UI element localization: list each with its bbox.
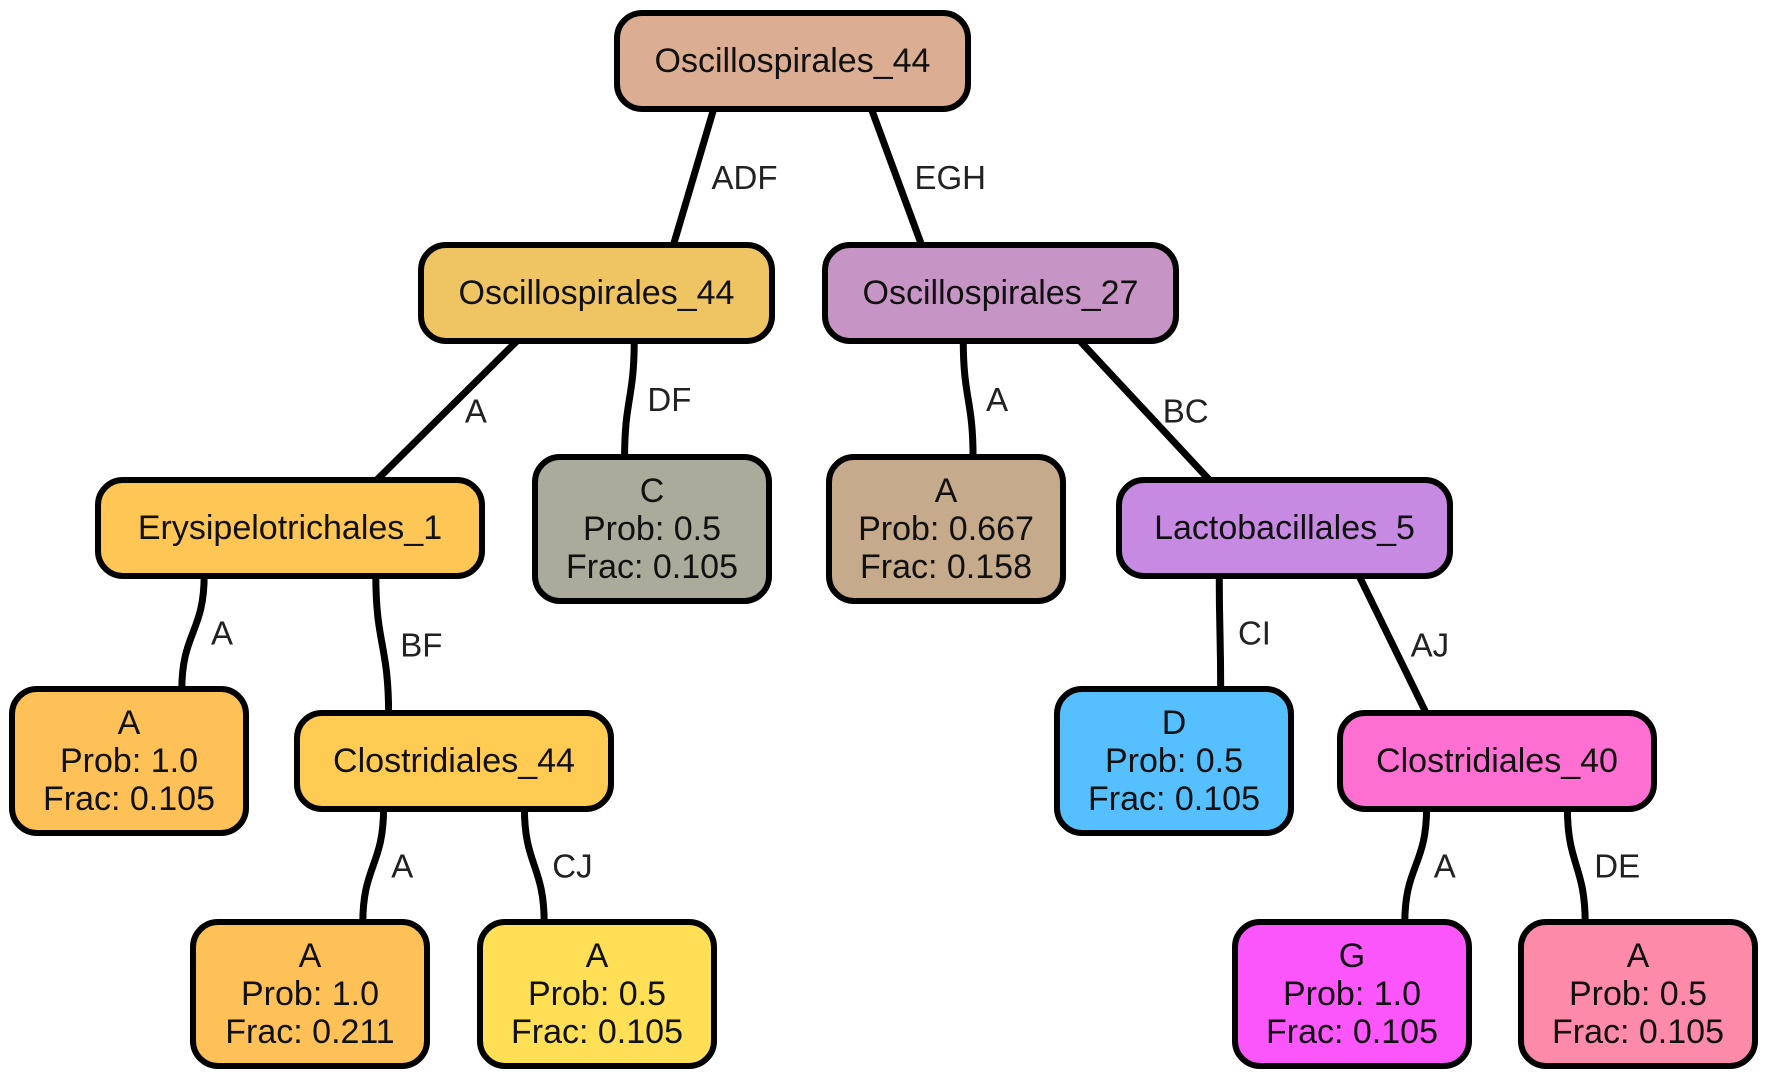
tree-edge [959, 339, 977, 459]
leaf-class: G [1338, 936, 1366, 975]
tree-edge [1401, 807, 1431, 924]
node-label: Oscillospirales_27 [862, 273, 1139, 312]
leaf-class: A [585, 936, 609, 975]
tree-edge [520, 807, 548, 924]
leaf-frac: Frac: 0.105 [43, 780, 215, 819]
leaf-prob: Prob: 1.0 [1283, 974, 1421, 1013]
leaf-frac: Frac: 0.105 [1552, 1013, 1724, 1052]
tree-node-oscillospirales-27: Oscillospirales_27 [822, 242, 1179, 344]
node-label: Oscillospirales_44 [654, 41, 931, 80]
node-label: Erysipelotrichales_1 [137, 508, 443, 547]
edge-label: A [391, 848, 413, 885]
tree-leaf-a: A Prob: 0.5 Frac: 0.105 [1518, 919, 1758, 1069]
tree-edge [373, 337, 521, 484]
tree-leaf-a: A Prob: 0.5 Frac: 0.105 [477, 919, 717, 1069]
leaf-prob: Prob: 0.5 [1569, 974, 1707, 1013]
leaf-prob: Prob: 0.5 [583, 509, 721, 548]
node-label: Clostridiales_40 [1376, 741, 1618, 780]
leaf-frac: Frac: 0.105 [1088, 780, 1260, 819]
node-label: Clostridiales_44 [333, 741, 575, 780]
edge-label: AJ [1411, 627, 1450, 664]
tree-edge [867, 106, 926, 248]
tree-leaf-c: C Prob: 0.5 Frac: 0.105 [532, 454, 772, 604]
edge-label: CJ [552, 848, 592, 885]
leaf-class: A [117, 703, 141, 742]
tree-leaf-g: G Prob: 1.0 Frac: 0.105 [1232, 919, 1472, 1069]
tree-node-oscillospirales-44: Oscillospirales_44 [418, 242, 775, 344]
leaf-class: D [1161, 703, 1187, 742]
tree-edge [372, 574, 393, 715]
edge-label: DF [647, 381, 691, 418]
tree-edge [669, 107, 718, 247]
node-label: Oscillospirales_44 [458, 273, 735, 312]
tree-edge [1076, 337, 1213, 484]
edge-label: DE [1594, 848, 1640, 885]
tree-node-clostridiales-40: Clostridiales_40 [1337, 710, 1657, 812]
edge-label: A [1434, 848, 1456, 885]
leaf-class: A [934, 471, 958, 510]
tree-edge [178, 574, 208, 691]
tree-leaf-a: A Prob: 0.667 Frac: 0.158 [826, 454, 1066, 604]
edge-label: ADF [712, 159, 778, 196]
edge-label: A [211, 615, 233, 652]
edge-label: EGH [915, 159, 987, 196]
leaf-prob: Prob: 1.0 [241, 974, 379, 1013]
edge-label: CI [1238, 615, 1271, 652]
tree-node-root: Oscillospirales_44 [614, 10, 971, 112]
tree-leaf-a: A Prob: 1.0 Frac: 0.211 [190, 919, 430, 1069]
leaf-frac: Frac: 0.105 [1266, 1013, 1438, 1052]
leaf-prob: Prob: 0.5 [528, 974, 666, 1013]
leaf-class: A [1626, 936, 1650, 975]
tree-node-lactobacillales-5: Lactobacillales_5 [1116, 477, 1453, 579]
edge-label: BF [400, 627, 442, 664]
edge-label: A [465, 393, 487, 430]
leaf-prob: Prob: 0.667 [858, 509, 1034, 548]
tree-edge [359, 807, 388, 924]
tree-edge [621, 339, 638, 459]
edge-label: A [986, 381, 1008, 418]
tree-node-erysipelotrichales-1: Erysipelotrichales_1 [95, 477, 485, 579]
tree-edge [1563, 807, 1589, 924]
leaf-frac: Frac: 0.211 [225, 1013, 395, 1052]
leaf-frac: Frac: 0.158 [860, 548, 1032, 587]
tree-node-clostridiales-44: Clostridiales_44 [294, 710, 614, 812]
tree-edge [1355, 573, 1430, 716]
leaf-class: A [298, 936, 322, 975]
leaf-frac: Frac: 0.105 [511, 1013, 683, 1052]
edge-label: BC [1163, 393, 1209, 430]
tree-leaf-a: A Prob: 1.0 Frac: 0.105 [9, 686, 249, 836]
tree-leaf-d: D Prob: 0.5 Frac: 0.105 [1054, 686, 1294, 836]
leaf-class: C [639, 471, 665, 510]
leaf-prob: Prob: 0.5 [1105, 741, 1243, 780]
leaf-prob: Prob: 1.0 [60, 741, 198, 780]
tree-edge [1215, 574, 1225, 691]
leaf-frac: Frac: 0.105 [566, 548, 738, 587]
node-label: Lactobacillales_5 [1154, 508, 1415, 547]
